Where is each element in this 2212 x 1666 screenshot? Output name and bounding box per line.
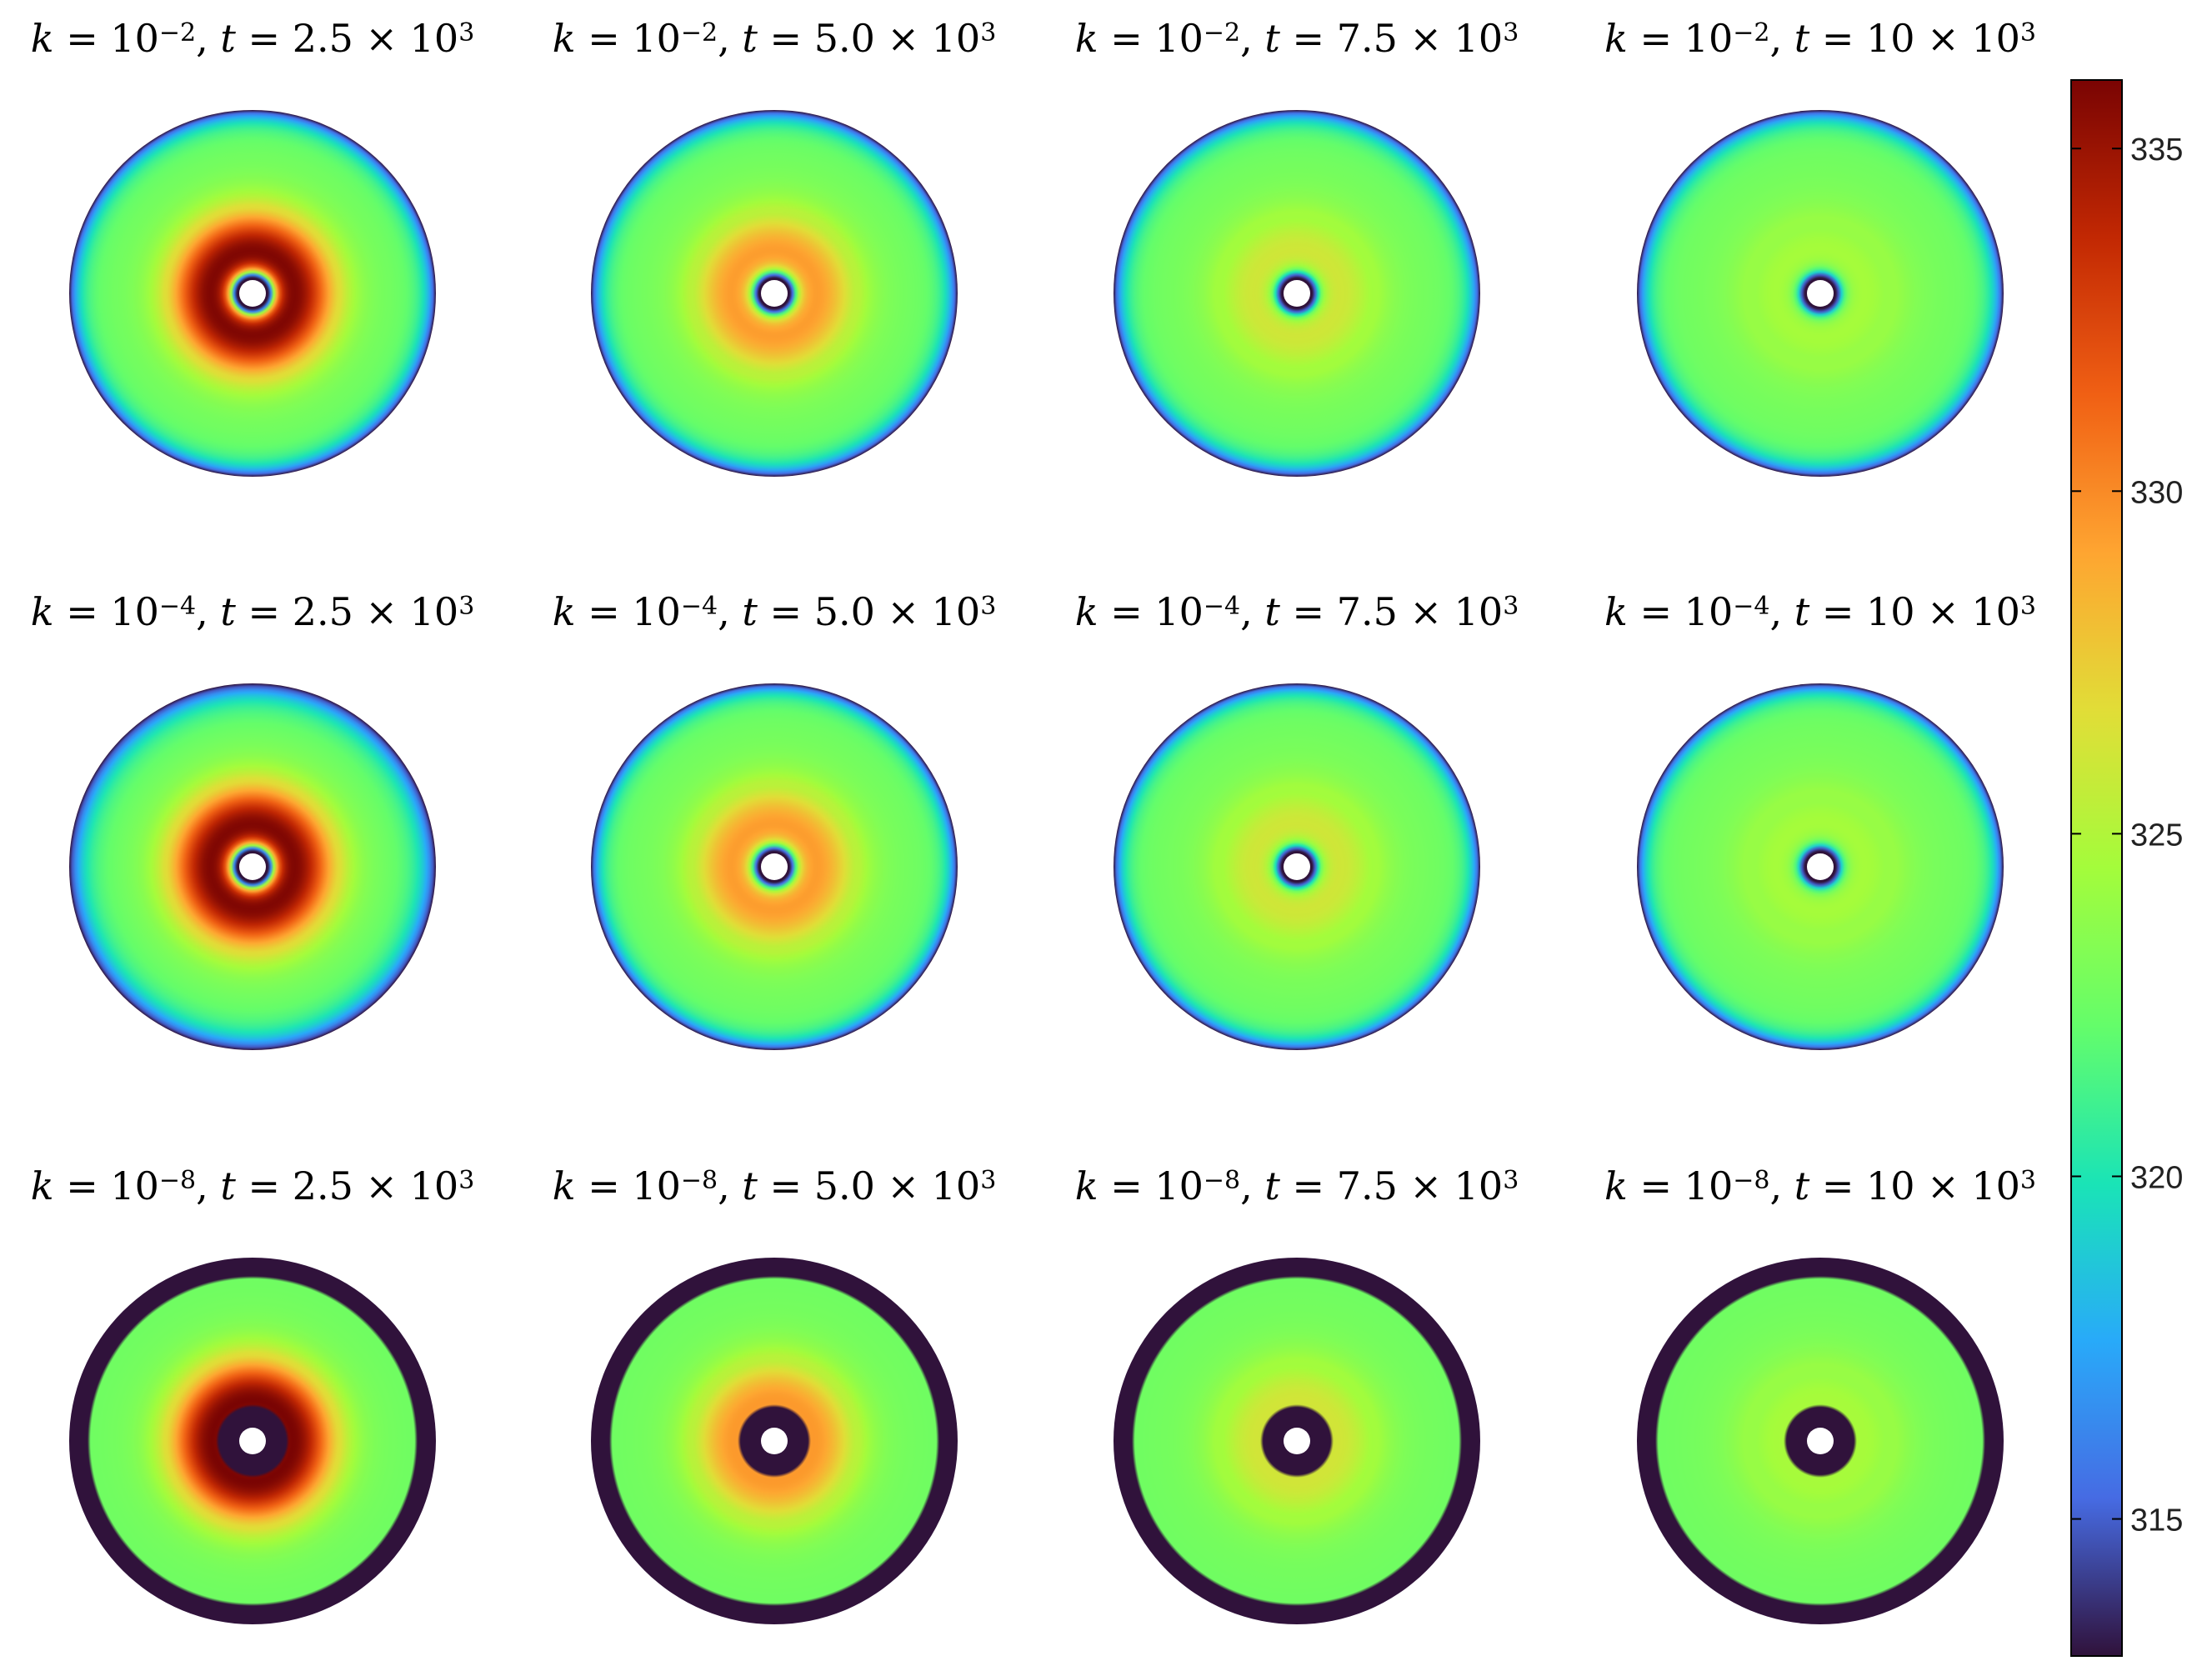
inner-hole: [761, 1428, 788, 1454]
panel: k = 10−4, t = 10 × 103: [1604, 589, 2036, 1050]
panel-title: k = 10−4, t = 10 × 103: [1604, 589, 2036, 634]
inner-hole: [761, 280, 788, 307]
panel-title: k = 10−2, t = 10 × 103: [1604, 16, 2036, 61]
panel-title: k = 10−2, t = 5.0 × 103: [553, 16, 997, 61]
panel-title: k = 10−8, t = 10 × 103: [1604, 1163, 2036, 1208]
panel-title: k = 10−8, t = 7.5 × 103: [1075, 1163, 1519, 1208]
panel: k = 10−2, t = 5.0 × 103: [553, 16, 997, 477]
colorbar-tick-label: 320: [2130, 1160, 2183, 1195]
inner-hole: [1807, 1428, 1834, 1454]
inner-hole: [761, 853, 788, 880]
inner-hole: [1807, 280, 1834, 307]
colorbar-tick-label: 335: [2130, 133, 2183, 168]
panel: k = 10−8, t = 7.5 × 103: [1075, 1163, 1519, 1624]
colorbar-tick-label: 325: [2130, 818, 2183, 853]
inner-hole: [1284, 1428, 1310, 1454]
panels: k = 10−2, t = 2.5 × 103 k = 10−2, t = 5.0…: [31, 16, 2036, 1624]
colorbar-tick-label: 315: [2130, 1503, 2183, 1538]
panel-title: k = 10−2, t = 7.5 × 103: [1075, 16, 1519, 61]
inner-hole: [239, 280, 266, 307]
inner-hole: [1284, 853, 1310, 880]
colorbar: 315 320 325 330 335: [2070, 79, 2183, 1657]
panel-title: k = 10−4, t = 2.5 × 103: [31, 589, 475, 634]
panel-title: k = 10−2, t = 2.5 × 103: [31, 16, 475, 61]
panel: k = 10−4, t = 5.0 × 103: [553, 589, 997, 1050]
panel: k = 10−2, t = 10 × 103: [1604, 16, 2036, 477]
inner-hole: [1807, 853, 1834, 880]
panel: k = 10−8, t = 2.5 × 103: [31, 1163, 475, 1624]
panel-title: k = 10−4, t = 5.0 × 103: [553, 589, 997, 634]
panel: k = 10−4, t = 7.5 × 103: [1075, 589, 1519, 1050]
panel: k = 10−2, t = 7.5 × 103: [1075, 16, 1519, 477]
colorbar-tick-label: 330: [2130, 475, 2183, 510]
panel: k = 10−8, t = 5.0 × 103: [553, 1163, 997, 1624]
panel: k = 10−2, t = 2.5 × 103: [31, 16, 475, 477]
inner-hole: [1284, 280, 1310, 307]
panel-title: k = 10−8, t = 2.5 × 103: [31, 1163, 475, 1208]
inner-hole: [239, 853, 266, 880]
panel: k = 10−8, t = 10 × 103: [1604, 1163, 2036, 1624]
colorbar-bar: [2070, 79, 2123, 1657]
panel-title: k = 10−4, t = 7.5 × 103: [1075, 589, 1519, 634]
panel-title: k = 10−8, t = 5.0 × 103: [553, 1163, 997, 1208]
inner-hole: [239, 1428, 266, 1454]
panel: k = 10−4, t = 2.5 × 103: [31, 589, 475, 1050]
